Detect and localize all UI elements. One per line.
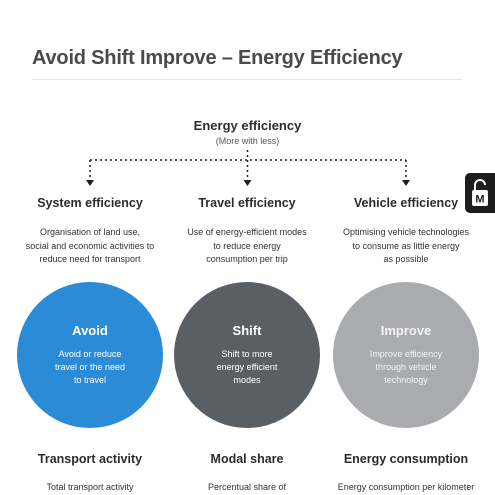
side-badge[interactable]: M (465, 173, 495, 213)
title-divider (32, 79, 462, 80)
arrowhead-left (86, 180, 94, 186)
column-description-system: Organisation of land use, social and eco… (25, 227, 155, 264)
improve-title: Improve (380, 323, 432, 338)
dotted-connector (86, 150, 410, 186)
metric-heading-energy: Energy consumption (343, 452, 469, 466)
arrowhead-center (243, 180, 252, 186)
shift-text: Shift to more energy efficient modes (216, 349, 278, 385)
metric-description-energy: Energy consumption per kilometer (337, 482, 475, 492)
svg-text:M: M (475, 194, 484, 206)
avoid-text: Avoid or reduce travel or the need to tr… (54, 349, 126, 385)
avoid-title: Avoid (72, 323, 108, 338)
arrowhead-right (402, 180, 410, 186)
metric-heading-modal: Modal share (210, 452, 284, 466)
shift-title: Shift (232, 323, 262, 338)
metric-description-modal: Percentual share of (207, 482, 287, 492)
avoid-circle: Avoid Avoid or reduce travel or the need… (17, 282, 163, 428)
page-title: Avoid Shift Improve – Energy Efficiency (32, 47, 403, 69)
metric-heading-transport: Transport activity (37, 452, 143, 466)
column-heading-system: System efficiency (37, 196, 143, 210)
improve-text: Improve efficiency through vehicle techn… (369, 349, 443, 385)
column-description-vehicle: Optimising vehicle technologies to consu… (342, 227, 470, 264)
metric-description-transport: Total transport activity (46, 482, 134, 492)
column-heading-vehicle: Vehicle efficiency (353, 196, 459, 210)
root-node-title: Energy efficiency (193, 118, 302, 133)
shift-circle: Shift Shift to more energy efficient mod… (174, 282, 320, 428)
open-lock-m-icon: M (472, 179, 488, 206)
improve-circle: Improve Improve efficiency through vehic… (333, 282, 479, 428)
root-node-subtitle: (More with less) (215, 136, 280, 146)
column-heading-travel: Travel efficiency (198, 196, 296, 210)
column-description-travel: Use of energy-efficient modes to reduce … (187, 227, 307, 264)
